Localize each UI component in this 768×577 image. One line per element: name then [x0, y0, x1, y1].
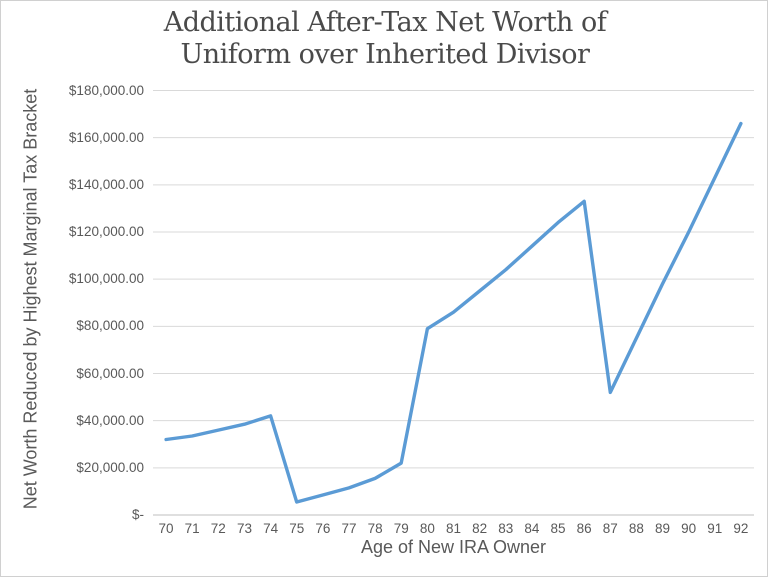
- x-axis-title: Age of New IRA Owner: [360, 537, 547, 557]
- chart-title-line-1: Additional After-Tax Net Worth of: [163, 7, 607, 38]
- chart-title-line-2: Uniform over Inherited Divisor: [180, 39, 590, 71]
- chart-title: Additional After-Tax Net Worth of Unifor…: [1, 7, 767, 72]
- series-line: [164, 121, 743, 504]
